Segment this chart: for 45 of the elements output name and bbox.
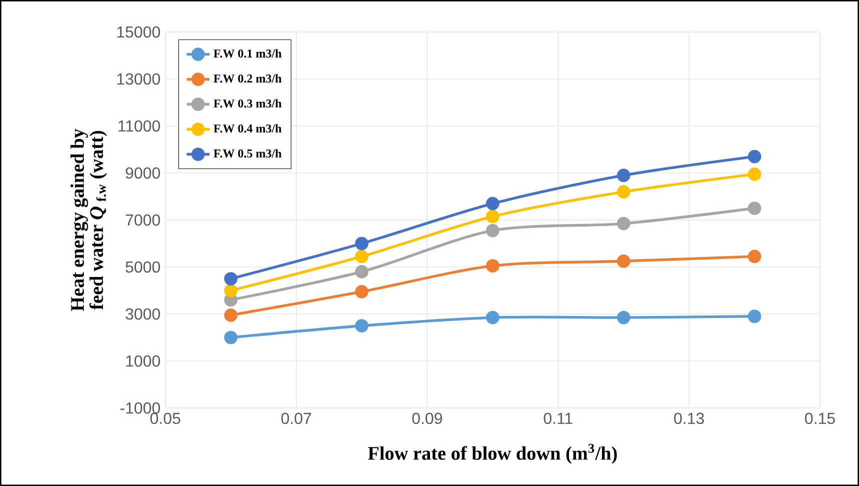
legend-label: F.W 0.4 m3/h bbox=[214, 124, 282, 133]
y-tick-label: 15000 bbox=[117, 26, 160, 38]
point bbox=[355, 285, 368, 298]
point bbox=[748, 250, 762, 264]
point bbox=[224, 330, 238, 344]
y-tick-label: 7000 bbox=[126, 214, 160, 226]
point bbox=[748, 202, 762, 215]
point bbox=[616, 168, 630, 182]
y-tick-label: 9000 bbox=[126, 167, 160, 179]
x-tick-label: 0.09 bbox=[412, 412, 442, 424]
legend-label: F.W 0.5 m3/h bbox=[214, 149, 282, 158]
x-axis-title: Flow rate of blow down (m$^{3}$/h) bbox=[368, 444, 617, 464]
x-tick-label: 0.15 bbox=[805, 412, 835, 424]
point bbox=[486, 310, 500, 324]
point bbox=[224, 272, 238, 286]
y-tick-label: 3000 bbox=[126, 308, 160, 320]
point bbox=[486, 259, 500, 272]
x-tick-label: 0.07 bbox=[281, 412, 312, 424]
point bbox=[355, 236, 368, 250]
point bbox=[616, 216, 630, 230]
x-tick-label: 0.05 bbox=[150, 412, 180, 424]
point bbox=[224, 284, 238, 298]
y-tick-label: 13000 bbox=[117, 73, 160, 85]
point bbox=[748, 168, 762, 181]
point bbox=[486, 210, 500, 224]
legend-label: F.W 0.1 m3/h bbox=[214, 49, 282, 58]
point bbox=[616, 254, 630, 268]
point bbox=[355, 265, 368, 278]
legend-label: F.W 0.3 m3/h bbox=[214, 99, 282, 108]
point bbox=[616, 310, 630, 324]
point bbox=[486, 224, 500, 238]
legend-label: F.W 0.2 m3/h bbox=[214, 74, 282, 83]
point bbox=[355, 250, 368, 264]
y-tick-label: 5000 bbox=[126, 261, 160, 273]
x-tick-label: 0.11 bbox=[544, 412, 572, 424]
y-tick-label: 1000 bbox=[126, 355, 160, 367]
point bbox=[616, 185, 630, 198]
point bbox=[355, 319, 368, 332]
y-tick-label: -1000 bbox=[120, 402, 160, 414]
point bbox=[748, 150, 762, 164]
x-tick-label: 0.13 bbox=[674, 412, 704, 424]
point bbox=[486, 196, 500, 210]
point bbox=[748, 310, 762, 324]
y-tick-label: 11000 bbox=[118, 120, 160, 132]
point bbox=[224, 308, 238, 322]
